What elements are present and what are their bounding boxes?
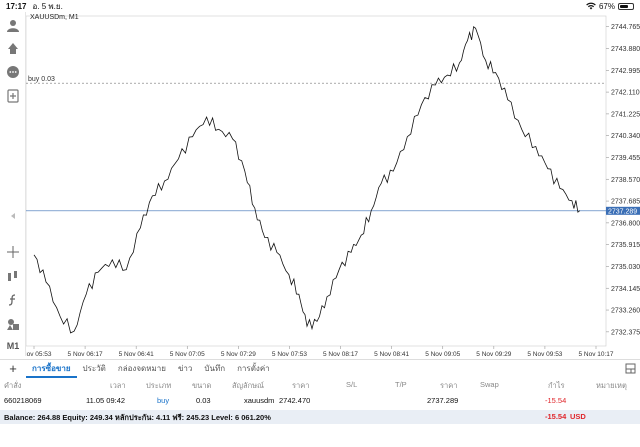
- col-sl: S/L: [346, 380, 358, 389]
- y-tick-label: 2744.765: [611, 24, 640, 31]
- objects-icon[interactable]: [5, 316, 21, 332]
- current-price-box: [606, 206, 640, 215]
- y-tick-label: 2735.915: [611, 242, 640, 249]
- current-price-label: 2737.289: [608, 208, 637, 215]
- col-swap: Swap: [480, 380, 499, 389]
- y-tick-label: 2743.880: [611, 46, 640, 53]
- col-order: คำสั่ง: [4, 381, 22, 390]
- table-header: คำสั่ง เวลา ประเภท ขนาด สัญลักษณ์ ราคา S…: [0, 378, 640, 391]
- col-price2: ราคา: [440, 381, 458, 390]
- y-tick-label: 2742.110: [611, 90, 640, 97]
- row-order: 660218069: [4, 396, 42, 405]
- left-toolbar: M1: [0, 12, 26, 356]
- status-bar: 17:17 อ. 5 พ.ย. 67%: [0, 0, 640, 12]
- row-size: 0.03: [196, 396, 211, 405]
- tab-journal[interactable]: บันทึก: [204, 363, 226, 373]
- status-right: 67%: [586, 2, 634, 11]
- row-price2: 2737.289: [427, 396, 459, 405]
- y-tick-label: 2738.570: [611, 177, 640, 184]
- balance-bar: Balance: 264.88 Equity: 249.34 หลักประกั…: [0, 410, 640, 424]
- y-tick-label: 2741.225: [611, 111, 640, 118]
- y-tick-label: 2739.455: [611, 155, 640, 162]
- tab-history[interactable]: ประวัติ: [82, 363, 106, 373]
- x-tick-label: 5 Nov 09:29: [476, 351, 511, 358]
- add-tab-button[interactable]: +: [9, 360, 17, 376]
- chart-symbol: XAUUSDm, M1: [30, 14, 79, 21]
- x-tick-label: 5 Nov 09:05: [425, 351, 460, 358]
- y-tick-label: 2734.145: [611, 286, 640, 293]
- status-time: 17:17: [6, 1, 27, 11]
- panel-layout-icon[interactable]: [620, 360, 640, 378]
- timeframe-button[interactable]: M1: [6, 341, 20, 351]
- balance-currency: USD: [570, 412, 586, 421]
- balance-profit: -15.54: [545, 412, 567, 421]
- y-tick-label: 2733.260: [611, 308, 640, 315]
- col-type: ประเภท: [146, 381, 172, 390]
- row-symbol: xauusdm: [244, 396, 275, 405]
- col-price: ราคา: [292, 381, 310, 390]
- y-tick-label: 2732.375: [611, 329, 640, 336]
- tab-settings[interactable]: การตั้งค่า: [237, 363, 270, 373]
- plot-frame: [25, 15, 607, 347]
- x-tick-label: 5 Nov 07:29: [221, 351, 256, 358]
- battery-icon: [618, 2, 634, 10]
- x-tick-label: 5 Nov 05:53: [26, 351, 52, 358]
- chat-icon[interactable]: [5, 64, 21, 80]
- crosshair-icon[interactable]: [5, 244, 21, 260]
- status-date: อ. 5 พ.ย.: [32, 1, 63, 11]
- x-tick-label: 5 Nov 08:17: [323, 351, 358, 358]
- tab-news[interactable]: ข่าว: [177, 363, 193, 373]
- col-tp: T/P: [395, 380, 407, 389]
- row-type: buy: [157, 396, 170, 405]
- price-series-line: [33, 25, 581, 334]
- x-tick-label: 5 Nov 09:53: [527, 351, 562, 358]
- indicators-icon[interactable]: [5, 268, 21, 284]
- y-tick-label: 2737.685: [611, 199, 640, 206]
- function-icon[interactable]: [5, 292, 21, 308]
- y-tick-label: 2742.995: [611, 68, 640, 75]
- row-price: 2742.470: [279, 396, 311, 405]
- x-tick-label: 5 Nov 10:17: [578, 351, 613, 358]
- y-tick-label: 2735.030: [611, 264, 640, 271]
- account-icon[interactable]: [5, 18, 21, 34]
- x-tick-label: 5 Nov 06:17: [68, 351, 103, 358]
- x-tick-label: 5 Nov 07:05: [170, 351, 205, 358]
- price-chart[interactable]: 2744.765 2743.880 2742.995 2742.110 2741.225…: [16, 12, 640, 358]
- col-time: เวลา: [110, 381, 126, 390]
- y-tick-label: 2740.340: [611, 133, 640, 140]
- col-symbol: สัญลักษณ์: [232, 381, 265, 390]
- col-profit: กำไร: [548, 381, 565, 390]
- new-order-icon[interactable]: [5, 88, 21, 104]
- x-tick-label: 5 Nov 08:41: [374, 351, 409, 358]
- battery-percent: 67%: [598, 1, 615, 11]
- col-size: ขนาด: [192, 381, 212, 390]
- y-tick-label: 2736.800: [611, 220, 640, 227]
- chart-scroll-icon[interactable]: [5, 208, 21, 224]
- x-tick-label: 5 Nov 07:53: [272, 351, 307, 358]
- chart-svg: 2744.765 2743.880 2742.995 2742.110 2741.225…: [16, 15, 640, 358]
- bottom-tabs: + การซื้อขาย ประวัติ กล่องจดหมาย ข่าว บั…: [0, 359, 640, 378]
- x-tick-label: 5 Nov 06:41: [119, 351, 154, 358]
- table-row[interactable]: 660218069 11.05 09:42 buy 0.03 xauusdm 2…: [0, 394, 640, 408]
- wifi-icon: [586, 2, 596, 10]
- buy-line-label: buy 0.03: [28, 76, 55, 83]
- trade-icon[interactable]: [5, 40, 21, 56]
- row-profit: -15.54: [545, 396, 567, 405]
- row-time: 11.05 09:42: [86, 396, 126, 405]
- col-note: หมายเหตุ: [596, 381, 627, 390]
- balance-text: Balance: 264.88 Equity: 249.34 หลักประกั…: [4, 413, 271, 422]
- tab-trade[interactable]: การซื้อขาย: [26, 360, 77, 378]
- tab-mailbox[interactable]: กล่องจดหมาย: [117, 363, 166, 373]
- battery-fill: [620, 4, 629, 8]
